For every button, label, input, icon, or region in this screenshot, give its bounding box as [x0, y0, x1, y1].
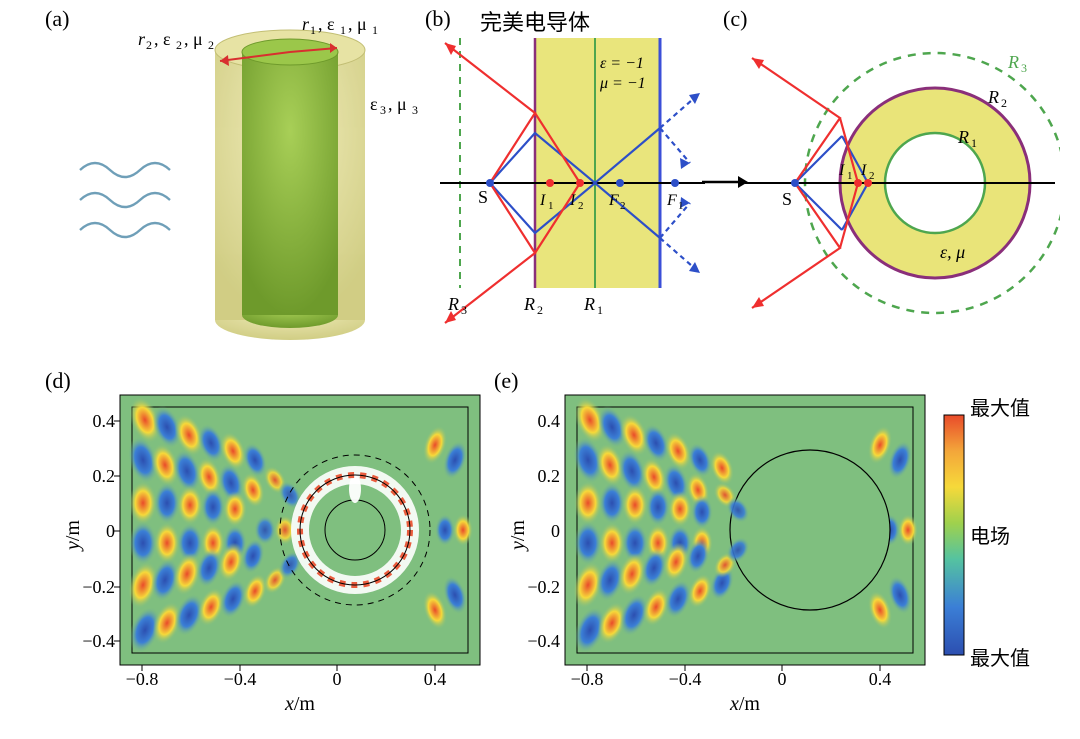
svg-text:3: 3 [461, 303, 467, 317]
cb-mid: 电场 [970, 525, 1010, 548]
panel-d-svg: −0.8 −0.4 0 0.4 −0.4 −0.2 0 0.2 0.4 x/m … [65, 385, 495, 720]
svg-text:2: 2 [620, 200, 626, 212]
r2-label: r [138, 29, 146, 49]
svg-text:1: 1 [340, 23, 346, 37]
cb-top: 最大值 [970, 397, 1030, 420]
svg-text:, μ: , μ [388, 94, 407, 114]
svg-text:−0.4: −0.4 [669, 669, 702, 689]
svg-text:−0.4: −0.4 [527, 631, 560, 651]
svg-text:2: 2 [1001, 96, 1007, 110]
svg-text:I: I [860, 162, 867, 179]
mu-label: μ = −1 [599, 75, 646, 92]
svg-text:−0.4: −0.4 [82, 631, 115, 651]
S-label: S [478, 187, 488, 207]
svg-text:0: 0 [778, 669, 787, 689]
panel-b-title: 完美电导体 [480, 10, 590, 35]
panel-e-svg: −0.8 −0.4 0 0.4 −0.4 −0.2 0 0.2 0.4 x/m … [510, 385, 950, 720]
svg-text:2: 2 [176, 38, 182, 52]
svg-text:0.4: 0.4 [93, 411, 116, 431]
svg-text:1: 1 [678, 200, 684, 212]
svg-text:R: R [987, 87, 999, 107]
xticks: −0.8 −0.4 0 0.4 [126, 665, 447, 689]
svg-text:0.2: 0.2 [93, 466, 116, 486]
panel-c-svg: S I1 I2 R3 R2 R1 ε, μ [740, 8, 1060, 348]
svg-text:, ε: , ε [154, 29, 171, 49]
svg-text:1: 1 [548, 200, 554, 212]
R3-b: R [447, 294, 459, 314]
I2-label: I [569, 192, 576, 209]
incoming-waves-icon [80, 163, 170, 237]
svg-text:2: 2 [578, 200, 584, 212]
svg-text:1: 1 [971, 136, 977, 150]
F2-label: F [608, 192, 619, 209]
R1-b: R [583, 294, 595, 314]
S-c: S [782, 189, 792, 209]
svg-text:R: R [1007, 52, 1019, 72]
svg-text:1: 1 [597, 303, 603, 317]
figure: (a) (b) (c) (d) (e) [0, 0, 1080, 739]
svg-text:2: 2 [537, 303, 543, 317]
ylabel-e: y/m [510, 520, 529, 552]
svg-text:I: I [838, 162, 845, 179]
colorbar-rect [944, 415, 964, 655]
svg-text:−0.4: −0.4 [224, 669, 257, 689]
xlabel-e: x/m [729, 693, 760, 715]
eps-mu-c: ε, μ [940, 242, 965, 262]
svg-text:, μ: , μ [348, 14, 367, 34]
svg-text:−0.8: −0.8 [571, 669, 604, 689]
svg-text:1: 1 [847, 170, 853, 182]
r1-label: r [302, 14, 310, 34]
yticks-e: −0.4 −0.2 0 0.2 0.4 [527, 411, 560, 651]
svg-text:3: 3 [380, 103, 386, 117]
svg-text:1: 1 [310, 23, 316, 37]
panel-b-svg: 完美电导体 ε = −1 μ = −1 [420, 8, 710, 348]
svg-text:0.2: 0.2 [538, 466, 561, 486]
svg-text:0.4: 0.4 [538, 411, 561, 431]
svg-text:2: 2 [208, 38, 214, 52]
svg-text:−0.2: −0.2 [527, 577, 560, 597]
svg-text:3: 3 [412, 103, 418, 117]
svg-text:, μ: , μ [184, 29, 203, 49]
svg-text:1: 1 [372, 23, 378, 37]
colorbar: 最大值 电场 最大值 [938, 395, 1078, 695]
svg-text:, ε: , ε [318, 14, 335, 34]
svg-text:R: R [957, 127, 969, 147]
inner-cylinder [242, 39, 338, 328]
xlabel-d: x/m [284, 693, 315, 715]
pec-cylinder [730, 450, 890, 610]
svg-text:2: 2 [869, 170, 875, 182]
svg-text:0.4: 0.4 [424, 669, 447, 689]
cb-bot: 最大值 [970, 647, 1030, 670]
yticks: −0.4 −0.2 0 0.2 0.4 [82, 411, 120, 651]
svg-text:2: 2 [146, 38, 152, 52]
svg-text:0: 0 [551, 521, 560, 541]
svg-text:−0.8: −0.8 [126, 669, 159, 689]
xticks-e: −0.8 −0.4 0 0.4 [571, 665, 892, 689]
svg-text:0.4: 0.4 [869, 669, 892, 689]
svg-text:−0.2: −0.2 [82, 577, 115, 597]
F1-label: F [666, 192, 677, 209]
svg-text:3: 3 [1021, 61, 1027, 75]
outside-label: ε [370, 94, 378, 114]
eps-label: ε = −1 [600, 55, 644, 72]
R2-b: R [523, 294, 535, 314]
I1-label: I [539, 192, 546, 209]
ylabel-d: y/m [65, 520, 84, 552]
panel-a-svg: r 1 , ε 1 , μ 1 r 2 , ε 2 , μ 2 ε 3 , μ … [60, 10, 430, 350]
svg-text:0: 0 [333, 669, 342, 689]
svg-text:0: 0 [106, 521, 115, 541]
